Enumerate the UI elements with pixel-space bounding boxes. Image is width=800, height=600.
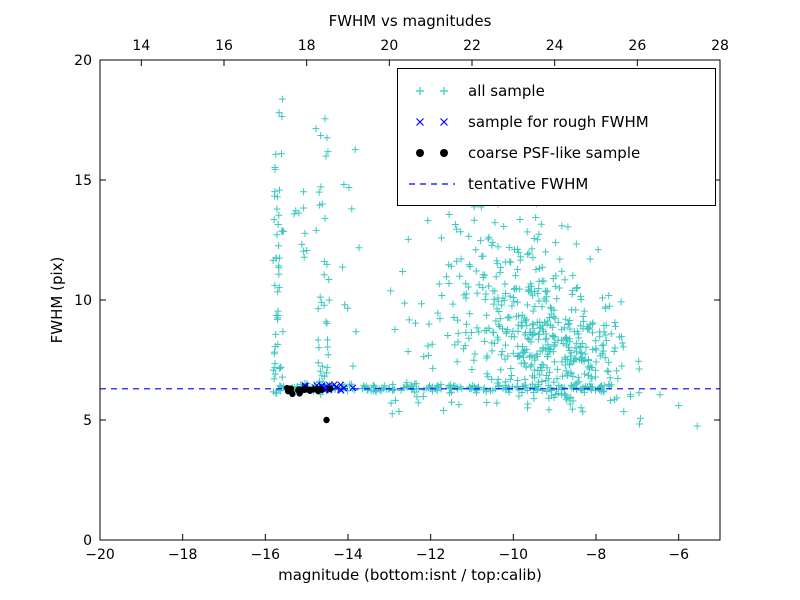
series-coarse-psf-like-sample <box>283 384 334 424</box>
legend-marker-dot <box>416 148 448 157</box>
tick-labels: −20 −18 −16 −14 −12 −10 −8 −6 14 16 18 20 22 24 26 28 0 5… <box>74 38 729 563</box>
series-all-sample <box>269 85 701 430</box>
x-tick-label-bottom: −10 <box>499 547 529 563</box>
y-tick-label: 5 <box>83 413 92 429</box>
x-tick-label-bottom: −14 <box>333 547 363 563</box>
x-tick-label-bottom: −12 <box>416 547 446 563</box>
x-tick-label-bottom: −6 <box>668 547 689 563</box>
y-tick-label: 0 <box>83 533 92 549</box>
legend-marker-dashed-line <box>409 182 455 185</box>
x-tick-label-bottom: −20 <box>85 547 115 563</box>
x-tick-label-top: 20 <box>380 38 398 54</box>
x-tick-label-top: 16 <box>215 38 233 54</box>
y-tick-label: 20 <box>74 53 92 69</box>
legend-marker-plus <box>416 86 448 95</box>
x-tick-label-top: 26 <box>628 38 646 54</box>
y-tick-label: 15 <box>74 173 92 189</box>
x-tick-label-bottom: −18 <box>168 547 198 563</box>
legend-entry: coarse PSF-like sample <box>406 137 707 168</box>
x-tick-label-top: 14 <box>132 38 150 54</box>
legend-label: sample for rough FWHM <box>468 112 649 131</box>
x-axis-label: magnitude (bottom:isnt / top:calib) <box>278 566 542 584</box>
x-tick-label-bottom: −16 <box>251 547 281 563</box>
legend-label: tentative FWHM <box>468 174 589 193</box>
x-tick-label-top: 24 <box>546 38 564 54</box>
x-tick-label-bottom: −8 <box>586 547 607 563</box>
legend: all sample sample for rough FWHM coarse PS… <box>397 68 716 206</box>
axes-border <box>99 59 721 541</box>
x-tick-label-top: 22 <box>463 38 481 54</box>
legend-entry: sample for rough FWHM <box>406 106 707 137</box>
legend-marker-x <box>416 117 448 126</box>
chart-title: FWHM vs magnitudes <box>328 12 492 30</box>
y-tick-label: 10 <box>74 293 92 309</box>
legend-label: coarse PSF-like sample <box>468 143 641 162</box>
x-tick-label-top: 28 <box>711 38 729 54</box>
legend-label: all sample <box>468 81 545 100</box>
legend-entry: all sample <box>406 75 707 106</box>
x-tick-label-top: 18 <box>298 38 316 54</box>
legend-entry: tentative FWHM <box>406 168 707 199</box>
